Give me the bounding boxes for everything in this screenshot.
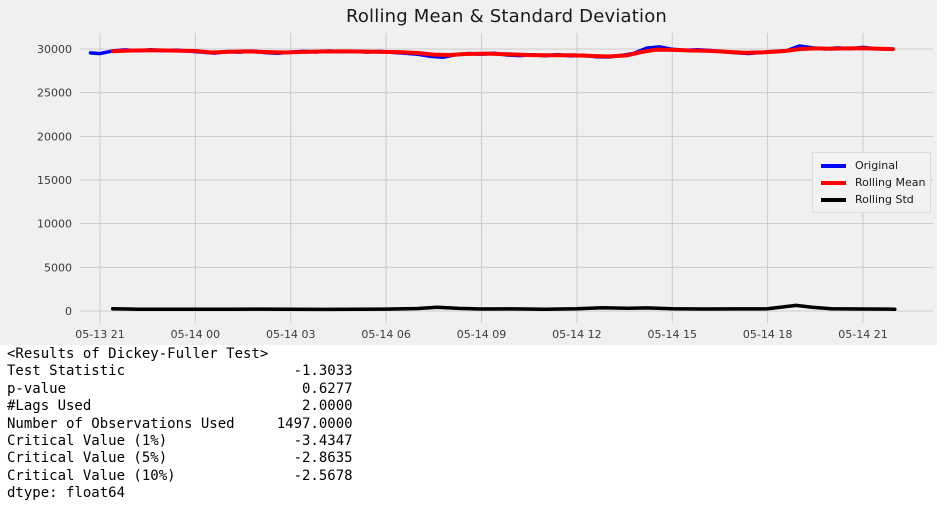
legend-label: Original [855, 159, 899, 172]
plot-area: 30000 25000 20000 15000 10000 5000 005-13 21 05… [37, 33, 933, 341]
x-tick-label: 05-14 00 [171, 328, 220, 341]
x-tick-label: 05-14 09 [457, 328, 506, 341]
series-rolling-mean-line [110, 46, 895, 59]
legend-line-swatch [821, 197, 846, 202]
legend-label: Rolling Mean [855, 176, 926, 189]
chart-figure: 30000 25000 20000 15000 10000 5000 0 05-13 21 05… [0, 0, 937, 345]
y-tick-label: 15000 [37, 174, 72, 187]
chart-title: Rolling Mean & Standard Deviation [345, 6, 668, 27]
y-tick-label: 25000 [37, 87, 72, 100]
series-rolling-std-line [110, 303, 897, 312]
y-tick-label: 0 [65, 305, 72, 318]
x-tick-label: 05-14 21 [838, 328, 887, 341]
x-tick-label: 05-13 21 [75, 328, 124, 341]
y-tick-label: 30000 [37, 43, 72, 56]
legend-item-rolling-std: Rolling Std [821, 193, 922, 206]
x-tick-label: 05-14 18 [743, 328, 792, 341]
x-tick-label: 05-14 15 [648, 328, 697, 341]
x-tick-label: 05-14 03 [266, 328, 315, 341]
legend: Original Rolling Mean Rolling Std [812, 152, 931, 213]
legend-item-original: Original [821, 159, 922, 172]
legend-label: Rolling Std [855, 193, 914, 206]
dickey-fuller-output: <Results of Dickey-Fuller Test> Test Sta… [7, 346, 353, 502]
legend-line-swatch [821, 163, 846, 168]
y-tick-label: 20000 [37, 130, 72, 143]
y-tick-label: 5000 [44, 261, 72, 274]
legend-item-rolling-mean: Rolling Mean [821, 176, 926, 189]
x-tick-label: 05-14 12 [552, 328, 601, 341]
legend-line-swatch [821, 180, 846, 185]
y-tick-label: 10000 [37, 218, 72, 231]
x-tick-label: 05-14 06 [361, 328, 410, 341]
